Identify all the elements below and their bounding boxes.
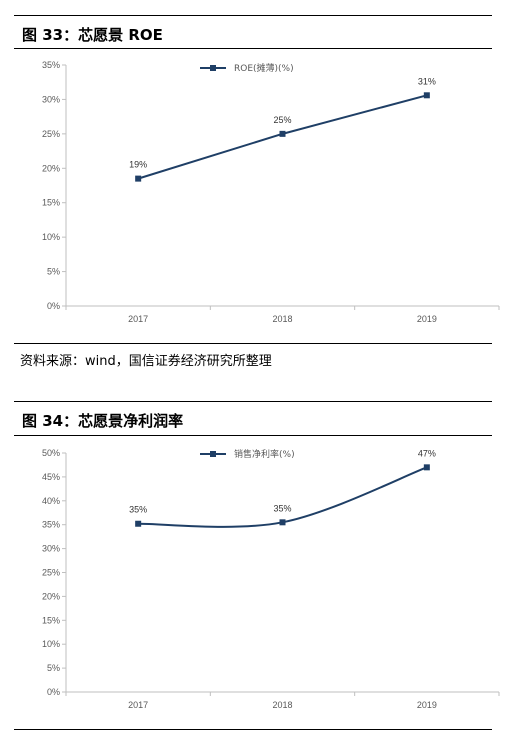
y-tick-label: 10%: [42, 639, 60, 649]
y-tick-label: 5%: [47, 267, 60, 277]
y-tick-label: 0%: [47, 301, 60, 311]
y-tick-label: 25%: [42, 129, 60, 139]
data-label: 35%: [129, 505, 147, 515]
figure2-title: 图 34：芯愿景净利润率: [22, 412, 184, 430]
figure2-title-rule: [14, 435, 492, 436]
legend-marker: [210, 65, 216, 71]
data-label: 25%: [273, 115, 291, 125]
y-tick-label: 20%: [42, 591, 60, 601]
data-label: 35%: [273, 503, 291, 513]
x-tick-label: 2018: [272, 700, 292, 710]
figure1-bottom-rule: [14, 343, 492, 344]
y-tick-label: 40%: [42, 496, 60, 506]
y-tick-label: 45%: [42, 472, 60, 482]
net-margin-line-chart: 0% 5% 10% 15% 20% 25% 30% 35% 40% 45% 50% 2017 2018 2…: [42, 448, 500, 710]
x-tick-label: 2017: [128, 700, 148, 710]
y-tick-label: 5%: [47, 663, 60, 673]
roe-line-chart: 0% 5% 10% 15% 20% 25% 30% 35% 2017 2018 2019 19% 25%…: [42, 60, 500, 324]
source-note: 资料来源：wind，国信证券经济研究所整理: [20, 354, 272, 369]
data-label: 31%: [418, 76, 436, 86]
data-point-marker: [423, 464, 430, 471]
y-tick-label: 30%: [42, 544, 60, 554]
data-label: 47%: [418, 448, 436, 458]
x-tick-label: 2019: [417, 700, 437, 710]
x-tick-label: 2019: [417, 314, 437, 324]
y-tick-label: 15%: [42, 615, 60, 625]
y-tick-label: 15%: [42, 198, 60, 208]
figure2-top-rule: [14, 401, 492, 402]
data-point-marker: [135, 520, 142, 527]
series-line: [137, 94, 428, 180]
y-tick-label: 30%: [42, 94, 60, 104]
figure2-bottom-rule: [14, 729, 492, 730]
legend-label: ROE(摊薄)(%): [234, 62, 294, 74]
y-tick-label: 35%: [42, 520, 60, 530]
legend-label: 销售净利率(%): [234, 448, 295, 460]
y-tick-label: 25%: [42, 568, 60, 578]
figure1-title: 图 33：芯愿景 ROE: [22, 26, 163, 44]
data-point-marker: [279, 519, 286, 526]
x-tick-label: 2017: [128, 314, 148, 324]
series-line: [138, 466, 428, 528]
data-label: 19%: [129, 160, 147, 170]
y-tick-label: 10%: [42, 232, 60, 242]
x-tick-label: 2018: [272, 314, 292, 324]
data-point-marker: [279, 130, 286, 137]
figure1-top-rule: [14, 15, 492, 16]
legend-marker: [210, 451, 216, 457]
data-point-marker: [423, 92, 430, 99]
figure1-title-rule: [14, 48, 492, 49]
y-tick-label: 0%: [47, 687, 60, 697]
y-tick-label: 35%: [42, 60, 60, 70]
y-tick-label: 50%: [42, 448, 60, 458]
y-tick-label: 20%: [42, 163, 60, 173]
data-point-marker: [135, 175, 142, 182]
